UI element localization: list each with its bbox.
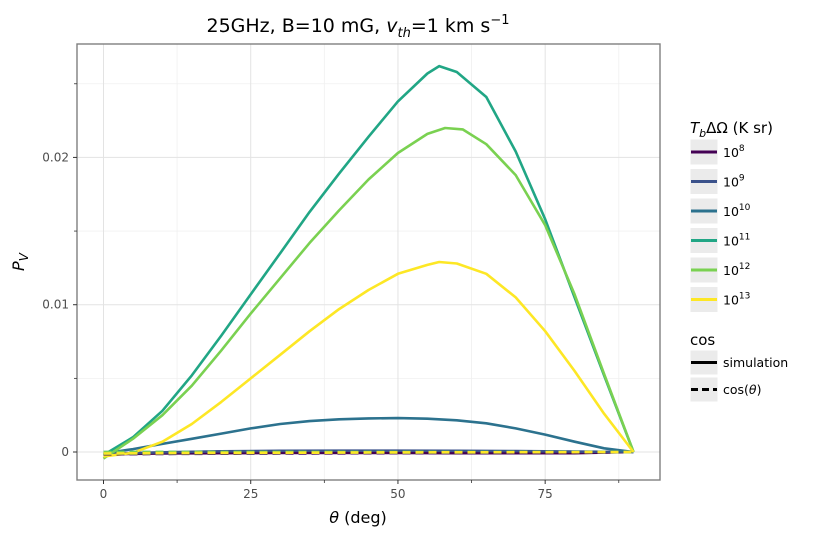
- x-tick-label: 0: [100, 487, 108, 501]
- series-line-1e11-solid: [102, 64, 635, 457]
- color-legend-keys: 108 109 1010 1011 1012 1013: [689, 138, 751, 313]
- y-axis-title-group: PV: [9, 252, 31, 271]
- legend-label: 108: [723, 144, 745, 160]
- panel-border: [76, 43, 661, 481]
- legend-label: 1012: [723, 262, 750, 278]
- legend-label: 109: [723, 174, 745, 190]
- axes: 0 25 50 75 0 0.01 0.02: [42, 83, 620, 501]
- legend-label: 1010: [723, 203, 751, 219]
- y-tick-label: 0.02: [42, 150, 69, 164]
- linetype-legend: cos simulation cos(θ): [689, 331, 788, 403]
- series-line-1e13-dashed: [103, 450, 634, 455]
- y-tick-label: 0: [61, 445, 69, 459]
- x-axis-title: θ (deg): [329, 508, 387, 527]
- series-line-1e10-solid: [103, 416, 634, 455]
- series-line-1e13-solid: [103, 260, 635, 458]
- y-axis-title: PV: [9, 252, 31, 271]
- x-tick-label: 50: [390, 487, 405, 501]
- x-tick-label: 75: [538, 487, 553, 501]
- plot-panel: [76, 43, 661, 481]
- legend-label: cos(θ): [723, 382, 761, 397]
- chart-title: 25GHz, B=10 mG, vth=1 km s−1: [207, 13, 510, 41]
- linetype-legend-title: cos: [690, 331, 715, 349]
- legend-label: 1013: [723, 292, 750, 308]
- panel-background: [77, 44, 660, 480]
- grid: [77, 44, 660, 480]
- series-lines: [102, 64, 635, 460]
- x-tick-label: 25: [243, 487, 258, 501]
- linetype-legend-keys: simulation cos(θ): [689, 349, 788, 403]
- legend-label: simulation: [723, 355, 788, 370]
- legend-label: 1011: [723, 233, 750, 249]
- color-legend-title: TbΔΩ (K sr): [690, 119, 773, 140]
- series-line-1e12-solid: [102, 126, 635, 460]
- y-tick-label: 0.01: [42, 298, 69, 312]
- color-legend: TbΔΩ (K sr) 108 109 1010 1011 1012 1013: [689, 119, 773, 313]
